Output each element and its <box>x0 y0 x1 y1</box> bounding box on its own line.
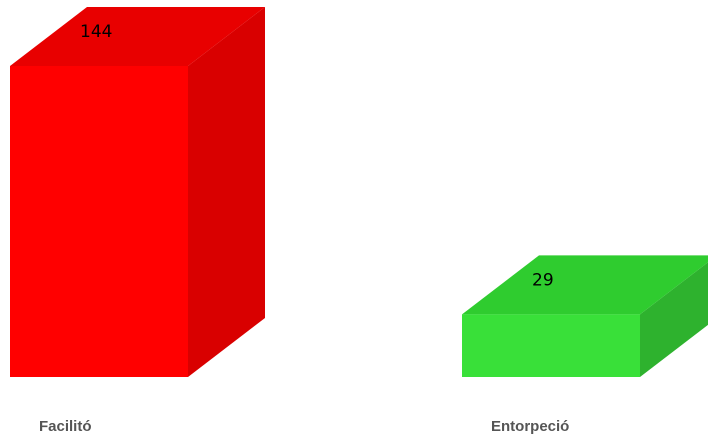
bar-1: 144 <box>10 7 265 377</box>
category-label: Entorpeció <box>491 418 569 435</box>
bars-group: 144 29 <box>10 7 708 377</box>
bar-value-label: 29 <box>532 270 554 290</box>
bar-front-face <box>10 66 188 377</box>
bar-side-face <box>640 262 708 377</box>
bar-value-label: 144 <box>80 22 112 42</box>
bar-side-face <box>188 7 265 377</box>
bar-2: 29 <box>462 255 708 377</box>
bar-front-face <box>462 314 640 377</box>
bar-top-face <box>10 7 265 66</box>
category-label: Facilitó <box>39 418 92 435</box>
category-labels: Facilitó Entorpeció <box>39 418 569 435</box>
bar-top-face <box>462 255 708 315</box>
